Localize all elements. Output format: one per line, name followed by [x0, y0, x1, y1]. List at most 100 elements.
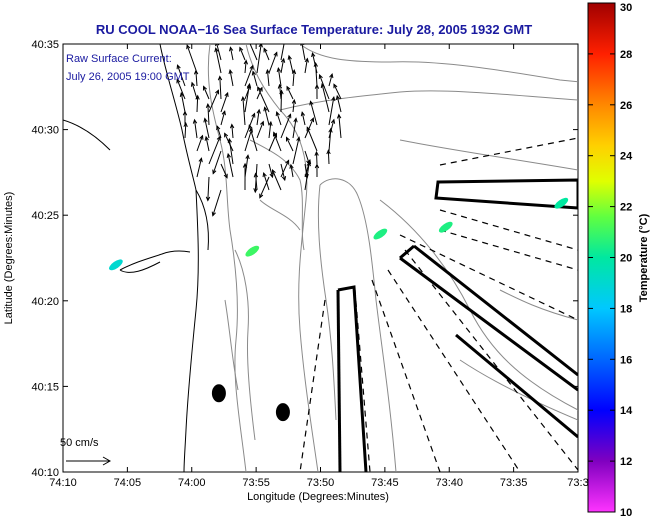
current-vector: [304, 162, 310, 191]
current-vector: [227, 153, 234, 178]
sst-patches: [109, 197, 569, 271]
current-vector-head: [262, 171, 267, 178]
x-tick-label: 73:40: [435, 477, 463, 489]
current-vector-head: [306, 158, 312, 165]
current-vector-head: [186, 44, 191, 50]
current-vector-head: [280, 57, 286, 63]
current-vector: [208, 136, 221, 165]
current-vector-head: [212, 169, 217, 175]
colorbar-tick-label: 10: [620, 507, 632, 518]
radar-boxes: [336, 178, 578, 472]
current-vector-head: [336, 113, 342, 119]
current-vector: [256, 121, 264, 139]
current-vector: [327, 150, 330, 165]
current-vector-head: [227, 137, 232, 143]
current-vector-head: [193, 69, 199, 75]
current-vector-head: [330, 118, 336, 124]
current-vector-head: [202, 85, 207, 91]
x-axis: 74:10 74:05 74:00 73:55 73:50 73:45 73:40 73:35…: [49, 44, 589, 489]
current-vector-head: [335, 94, 341, 100]
current-vector: [229, 70, 234, 87]
current-vector-head: [331, 95, 336, 102]
current-vector-head: [256, 108, 261, 114]
current-vector-head: [287, 113, 292, 119]
current-vector: [315, 62, 318, 87]
current-vector-head: [296, 136, 301, 142]
current-vector-head: [215, 44, 220, 47]
map-layer: [63, 44, 578, 472]
current-vector-head: [269, 173, 274, 179]
y-tick-label: 40:15: [31, 381, 59, 393]
current-vector-head: [214, 47, 219, 53]
current-vector: [177, 65, 186, 87]
current-vector: [288, 55, 294, 74]
current-vector-head: [314, 150, 319, 156]
current-vector: [220, 163, 228, 178]
colorbar-tick-label: 18: [620, 303, 632, 315]
current-vector-head: [216, 135, 221, 141]
current-vector: [306, 127, 318, 152]
current-vector: [244, 60, 247, 74]
x-tick-label: 73:50: [307, 477, 335, 489]
current-vector-head: [291, 98, 297, 104]
colorbar-tick-label: 16: [620, 354, 632, 366]
colorbar-tick-label: 28: [620, 49, 632, 61]
current-vector-head: [224, 91, 229, 97]
current-vector-head: [192, 118, 198, 124]
current-vector: [252, 71, 258, 87]
current-vector-head: [318, 73, 323, 80]
sst-patch: [245, 245, 260, 257]
current-vector: [263, 172, 270, 191]
current-vector: [321, 83, 330, 113]
current-vector: [244, 128, 253, 152]
current-vector-head: [333, 83, 338, 89]
current-vector: [207, 176, 210, 201]
current-vector: [290, 164, 294, 178]
current-vector: [216, 126, 222, 139]
current-vector: [242, 97, 246, 126]
current-vector: [220, 92, 229, 113]
current-vector-head: [199, 134, 204, 140]
current-vector: [180, 92, 186, 113]
current-vector-head: [293, 117, 298, 123]
current-vector: [208, 90, 219, 113]
current-vector: [203, 86, 210, 100]
current-vector-head: [314, 163, 320, 169]
colorbar-label: Temperature (°C): [638, 213, 650, 302]
current-vector: [256, 109, 260, 126]
current-vector-head: [289, 163, 294, 169]
current-vector: [280, 44, 285, 61]
current-vector-head: [265, 68, 270, 74]
current-vector-head: [248, 124, 253, 130]
current-vector-head: [229, 123, 235, 129]
current-vector: [256, 87, 263, 100]
current-vector: [264, 107, 270, 126]
current-vector-head: [249, 64, 254, 70]
x-tick-label: 74:00: [178, 477, 206, 489]
current-vector-head: [243, 59, 249, 65]
current-vector: [304, 58, 308, 74]
current-vector: [255, 173, 258, 191]
current-vector: [304, 117, 314, 139]
current-vector: [268, 52, 278, 74]
current-vector: [315, 151, 318, 165]
current-vector: [212, 150, 222, 174]
current-vector: [292, 99, 295, 113]
current-vector: [277, 68, 282, 87]
current-vector: [328, 97, 335, 126]
colorbar-tick-label: 24: [620, 151, 633, 163]
current-vector: [219, 76, 222, 100]
current-vector: [286, 137, 294, 152]
current-vector: [268, 121, 272, 139]
current-vector-head: [216, 125, 221, 131]
current-vector-head: [205, 196, 211, 202]
current-vector: [204, 118, 210, 139]
current-vector: [338, 114, 342, 139]
current-vector: [239, 47, 246, 61]
current-vector: [248, 125, 258, 152]
current-vector-head: [217, 75, 223, 81]
current-vector: [196, 95, 199, 113]
current-vector-head: [314, 83, 320, 89]
current-label: Raw Surface Current:: [66, 53, 172, 65]
colorbar-ticks: 10 12 14 16 18 20 22 24 26 28 30: [588, 2, 633, 518]
